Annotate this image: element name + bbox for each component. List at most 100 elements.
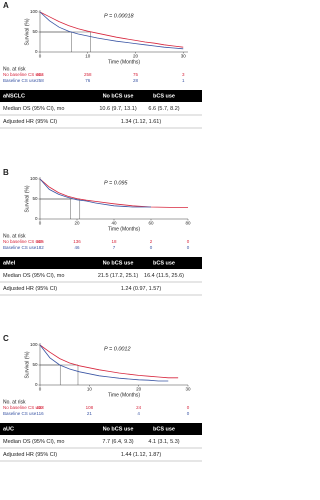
at-risk-count: 1 xyxy=(182,78,185,83)
table-cell: Adjusted HR (95% CI) xyxy=(3,452,57,458)
table-cell: Adjusted HR (95% CI) xyxy=(3,119,57,125)
y-tick-label: 100 xyxy=(30,9,38,14)
y-tick-label: 50 xyxy=(32,29,38,34)
at-risk-count: 433 xyxy=(36,405,44,410)
panel-label: B xyxy=(3,168,9,177)
panel: A Survival (%) P = 0.00018 0 50 100 0 10 20 30 Tim… xyxy=(0,1,202,129)
survival-curve xyxy=(39,11,184,48)
table-cell: Median OS (95% CI), mo xyxy=(3,439,64,445)
at-risk-count: 7 xyxy=(113,245,116,250)
table-cell: 1.34 (1.12, 1.61) xyxy=(121,119,162,125)
y-axis-label: Survival (%) xyxy=(24,18,30,45)
x-axis-label: Time (Months) xyxy=(108,226,140,232)
survival-curve xyxy=(39,178,188,208)
x-tick-label: 60 xyxy=(148,221,154,226)
legend-entry: No baseline CS use xyxy=(3,239,43,244)
x-tick-label: 30 xyxy=(181,54,187,59)
at-risk-count: 136 xyxy=(73,239,81,244)
table-cell: Adjusted HR (95% CI) xyxy=(3,286,57,292)
x-tick-label: 20 xyxy=(136,387,142,392)
at-risk-count: 116 xyxy=(36,411,44,416)
table-header-cell: bCS use xyxy=(153,426,175,432)
survival-curve xyxy=(39,178,151,208)
table-cell: 16.4 (11.5, 25.6) xyxy=(144,273,184,279)
y-axis-label: Survival (%) xyxy=(24,351,30,378)
legend-entry: Baseline CS use xyxy=(3,245,37,250)
x-tick-label: 30 xyxy=(185,387,191,392)
x-tick-label: 40 xyxy=(111,221,117,226)
y-tick-label: 0 xyxy=(35,216,38,221)
at-risk-count: 258 xyxy=(36,78,44,83)
at-risk-count: 0 xyxy=(187,411,190,416)
at-risk-count: 505 xyxy=(36,239,44,244)
at-risk-count: 258 xyxy=(84,72,92,77)
at-risk-count: 604 xyxy=(36,72,44,77)
at-risk-count: 24 xyxy=(136,405,142,410)
table-header-cell: No bCS use xyxy=(103,426,134,432)
survival-curve xyxy=(39,344,179,379)
annotation: P = 0.00018 xyxy=(104,13,135,19)
legend-entry: No baseline CS use xyxy=(3,72,43,77)
x-tick-label: 20 xyxy=(74,221,80,226)
table-cell: 6.6 (5.7, 8.2) xyxy=(148,106,179,112)
legend-entry: Baseline CS use xyxy=(3,411,37,416)
table-cell: Median OS (95% CI), mo xyxy=(3,106,64,112)
panel: C Survival (%) P = 0.0012 0 50 100 0 10 20 30 Time… xyxy=(0,334,202,462)
at-risk-count: 108 xyxy=(86,405,94,410)
at-risk-title: No. at risk xyxy=(3,399,26,405)
at-risk-count: 76 xyxy=(85,78,91,83)
table-cell: Median OS (95% CI), mo xyxy=(3,273,64,279)
x-tick-label: 0 xyxy=(39,221,42,226)
table-cell: 4.1 (3.1, 5.3) xyxy=(148,439,179,445)
legend-entry: No baseline CS use xyxy=(3,405,43,410)
y-tick-label: 100 xyxy=(30,342,38,347)
table-header-cell: aUC xyxy=(3,426,14,432)
at-risk-title: No. at risk xyxy=(3,66,26,72)
at-risk-count: 0 xyxy=(150,245,153,250)
survival-curve xyxy=(39,11,184,50)
x-axis-label: Time (Months) xyxy=(108,392,140,398)
table-cell: 7.7 (6.4, 9.3) xyxy=(102,439,133,445)
x-tick-label: 20 xyxy=(133,54,139,59)
x-tick-label: 10 xyxy=(85,54,91,59)
table-header-cell: aMel xyxy=(3,260,16,266)
table-header xyxy=(0,257,202,269)
table-header-cell: No bCS use xyxy=(103,260,134,266)
at-risk-count: 0 xyxy=(187,405,190,410)
at-risk-count: 182 xyxy=(36,245,44,250)
table-header-cell: No bCS use xyxy=(103,93,134,99)
table-cell: 1.44 (1.12, 1.87) xyxy=(121,452,162,458)
at-risk-title: No. at risk xyxy=(3,233,26,239)
table-header-cell: bCS use xyxy=(153,260,175,266)
at-risk-count: 18 xyxy=(111,239,117,244)
table-header-cell: bCS use xyxy=(153,93,175,99)
x-tick-label: 10 xyxy=(87,387,93,392)
table-header-cell: aNSCLC xyxy=(3,93,25,99)
y-tick-label: 0 xyxy=(35,382,38,387)
survival-curve xyxy=(39,344,169,382)
x-tick-label: 0 xyxy=(39,54,42,59)
x-axis-label: Time (Months) xyxy=(108,59,140,65)
at-risk-count: 28 xyxy=(133,78,139,83)
at-risk-count: 46 xyxy=(74,245,80,250)
at-risk-count: 4 xyxy=(137,411,140,416)
at-risk-count: 75 xyxy=(133,72,139,77)
y-axis-label: Survival (%) xyxy=(24,185,30,212)
annotation: P = 0.095 xyxy=(104,180,128,186)
table-header xyxy=(0,90,202,102)
y-tick-label: 50 xyxy=(32,362,38,367)
y-tick-label: 0 xyxy=(35,49,38,54)
table-cell: 21.5 (17.2, 25.1) xyxy=(98,273,139,279)
at-risk-count: 0 xyxy=(187,245,190,250)
at-risk-count: 3 xyxy=(182,72,185,77)
table-cell: 10.6 (9.7, 13.1) xyxy=(99,106,136,112)
at-risk-count: 21 xyxy=(87,411,93,416)
table-cell: 1.24 (0.97, 1.57) xyxy=(121,286,162,292)
y-tick-label: 100 xyxy=(30,176,38,181)
y-tick-label: 50 xyxy=(32,196,38,201)
panel-label: A xyxy=(3,1,9,10)
panel-label: C xyxy=(3,334,9,343)
legend-entry: Baseline CS use xyxy=(3,78,37,83)
